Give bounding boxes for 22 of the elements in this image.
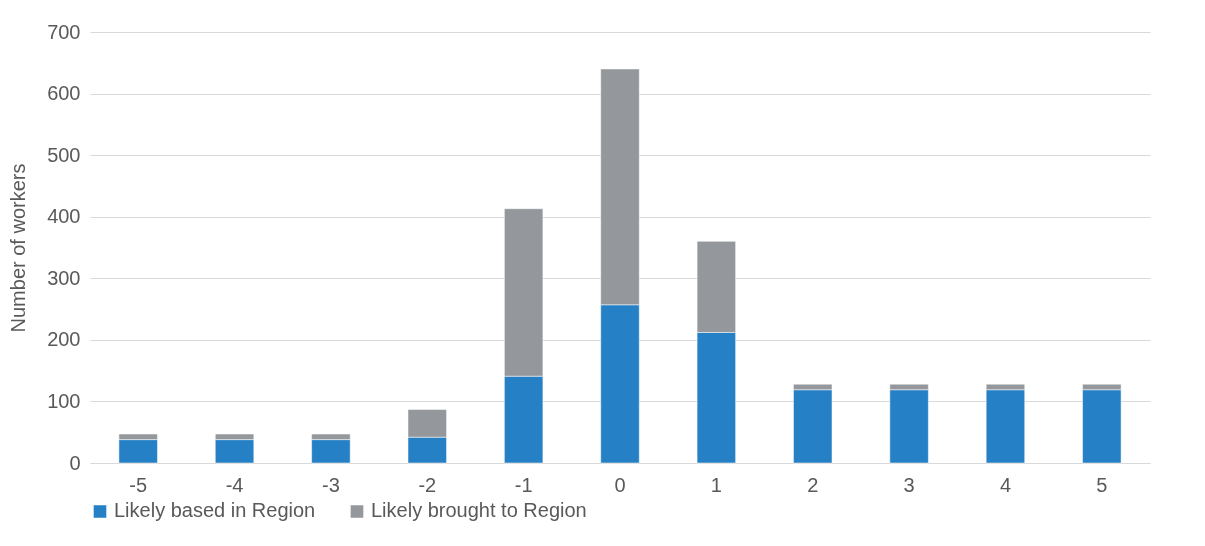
x-tick-label: 2 (807, 473, 819, 496)
y-tick-label: 700 (47, 20, 81, 43)
x-tick-label: -1 (514, 473, 533, 496)
x-tick-label: 4 (999, 473, 1012, 496)
y-tick-label: 400 (47, 205, 81, 228)
x-tick-label: -5 (129, 473, 148, 496)
y-tick-label: 200 (47, 328, 81, 351)
y-axis-title: Number of workers (7, 163, 30, 333)
y-tick-label: 0 (69, 451, 81, 474)
x-tick-label: 0 (614, 473, 626, 496)
x-tick-label: -4 (225, 473, 244, 496)
x-tick-label: -3 (322, 473, 340, 496)
x-tick-label: 5 (1096, 473, 1108, 496)
x-tick-label: -2 (418, 473, 437, 496)
y-tick-label: 500 (47, 143, 81, 166)
legend-label: Likely based in Region (114, 499, 316, 522)
x-tick-label: 3 (903, 473, 915, 496)
legend-label: Likely brought to Region (371, 499, 587, 522)
x-tick-label: 1 (710, 473, 722, 496)
y-tick-label: 300 (47, 266, 81, 289)
y-tick-label: 100 (47, 389, 81, 412)
y-tick-label: 600 (47, 82, 81, 105)
